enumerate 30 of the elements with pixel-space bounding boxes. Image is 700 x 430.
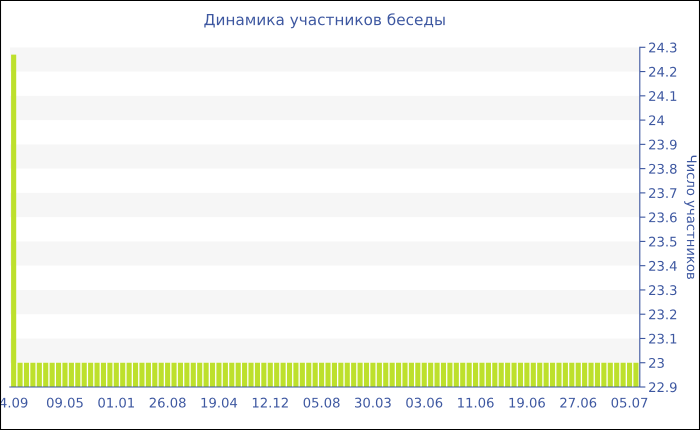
- y-tick-label: 23: [649, 358, 664, 368]
- y-tick-label: 23.7: [649, 188, 676, 198]
- y-tick-label: 23.5: [649, 236, 676, 247]
- y-tick-label: 23.4: [649, 260, 677, 271]
- x-tick-label: 05.08: [304, 398, 340, 408]
- y-tick-label: 23.9: [649, 140, 677, 150]
- x-tick-label: 11.06: [458, 398, 494, 408]
- chart-title: Динамика участников беседы: [204, 13, 445, 28]
- x-tick-label: 26.08: [150, 398, 186, 408]
- x-tick-label: 01.01: [98, 398, 134, 408]
- y-tick-label: 22.9: [649, 382, 677, 392]
- y-tick-label: 24.2: [649, 66, 676, 77]
- x-tick-label: 19.04: [202, 398, 238, 408]
- y-tick-label: 24.3: [649, 42, 676, 52]
- y-tick-label: 24.1: [649, 91, 676, 101]
- x-tick-label: 4.09: [0, 398, 28, 408]
- x-tick-label: 09.05: [46, 398, 83, 408]
- x-tick-label: 30.03: [355, 398, 391, 408]
- x-tick-label: 05.07: [612, 398, 648, 408]
- y-axis-title: Число участников: [684, 156, 697, 279]
- y-tick-label: 24: [649, 115, 664, 126]
- x-tick-label: 03.06: [406, 398, 442, 408]
- y-tick-label: 23.2: [649, 309, 676, 320]
- y-tick-label: 23.3: [649, 285, 676, 296]
- x-tick-label: 12.12: [252, 398, 288, 408]
- y-tick-label: 23.1: [649, 334, 676, 344]
- x-tick-label: 27.06: [560, 398, 596, 408]
- y-tick-label: 23.8: [649, 164, 677, 174]
- y-tick-label: 23.6: [649, 212, 677, 222]
- x-tick-label: 19.06: [509, 398, 545, 408]
